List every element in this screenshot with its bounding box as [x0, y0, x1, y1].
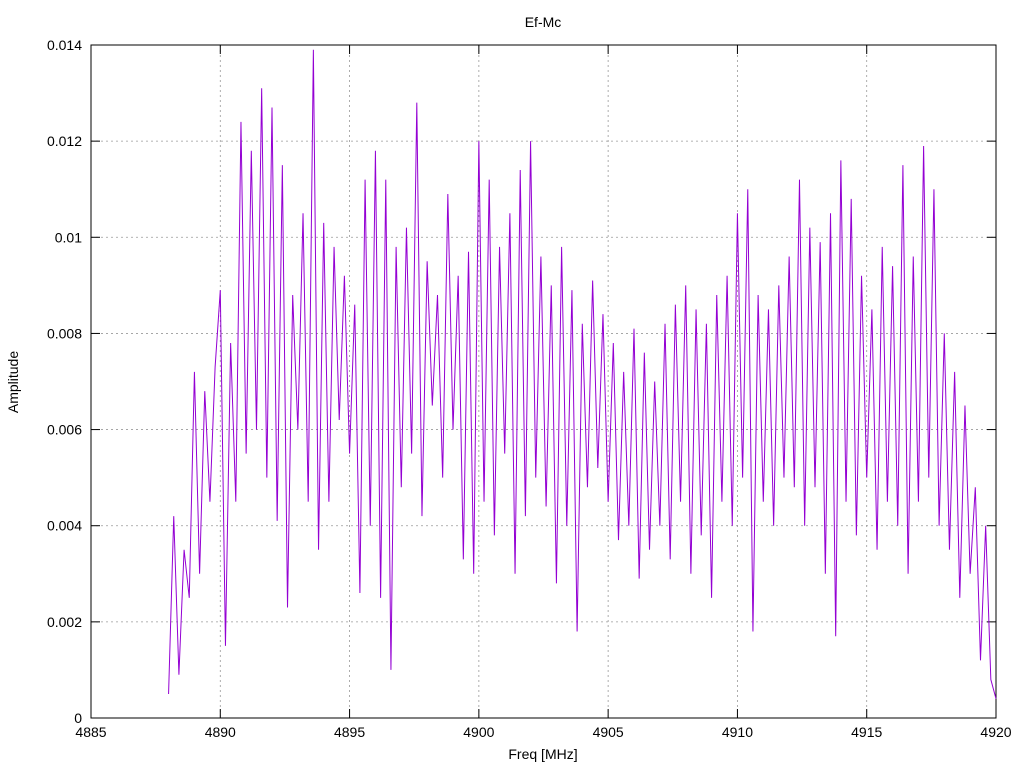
y-tick-label: 0: [74, 710, 82, 726]
data-line: [168, 49, 997, 699]
y-tick-label: 0.014: [47, 37, 82, 53]
plot-border: [90, 44, 997, 719]
x-tick-label: 4905: [593, 724, 624, 740]
x-tick-label: 4895: [334, 724, 365, 740]
y-axis-label: Amplitude: [5, 351, 21, 413]
y-tick-label: 0.008: [47, 325, 82, 341]
x-axis-label: Freq [MHz]: [508, 746, 577, 762]
x-tick-label: 4915: [851, 724, 882, 740]
x-tick-label: 4910: [722, 724, 753, 740]
y-tick-label: 0.012: [47, 133, 82, 149]
x-tick-label: 4900: [463, 724, 494, 740]
chart-title: Ef-Mc: [525, 14, 562, 30]
y-tick-label: 0.002: [47, 614, 82, 630]
x-tick-label: 4890: [205, 724, 236, 740]
y-tick-label: 0.01: [55, 229, 82, 245]
y-tick-label: 0.006: [47, 422, 82, 438]
y-tick-label: 0.004: [47, 518, 82, 534]
x-tick-label: 4920: [980, 724, 1011, 740]
x-tick-label: 4885: [75, 724, 106, 740]
